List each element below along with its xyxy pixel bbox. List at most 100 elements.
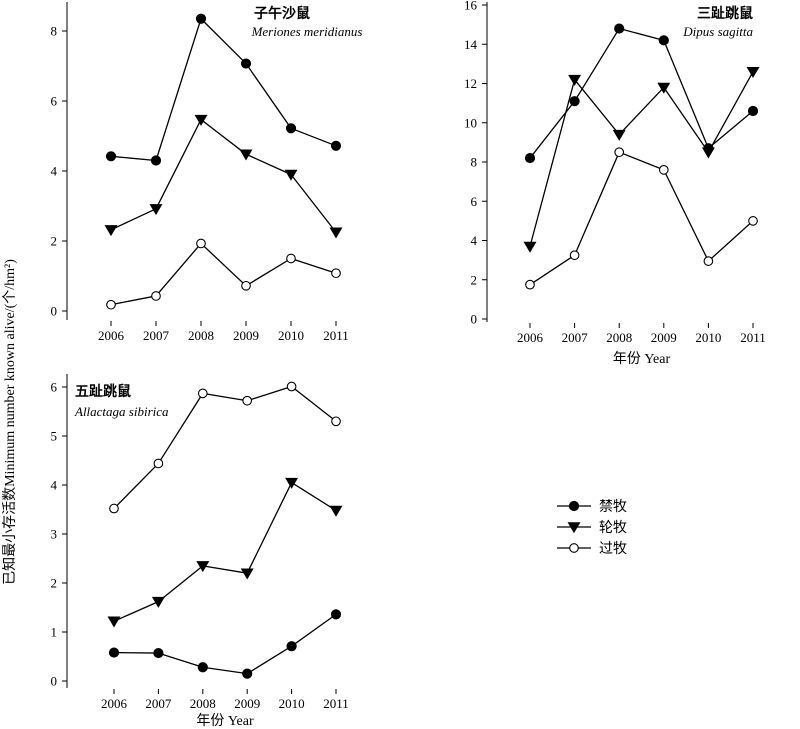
series-line bbox=[529, 151, 754, 286]
data-point bbox=[104, 225, 118, 237]
data-point bbox=[240, 568, 254, 580]
x-tick-label: 2006 bbox=[98, 328, 125, 343]
x-tick-label: 2006 bbox=[517, 330, 544, 345]
data-point bbox=[612, 129, 626, 141]
series-2 bbox=[523, 67, 760, 253]
data-point bbox=[196, 238, 206, 249]
data-point bbox=[658, 165, 669, 175]
series-line bbox=[110, 242, 337, 306]
data-point bbox=[614, 23, 625, 34]
series-line bbox=[113, 613, 337, 675]
y-tick-label: 4 bbox=[51, 164, 58, 179]
chart-subtitle: Allactaga sibirica bbox=[74, 404, 169, 419]
data-point bbox=[329, 505, 343, 517]
chart-title: 三趾跳鼠 bbox=[697, 5, 753, 22]
chart-subtitle: Dipus sagitta bbox=[682, 24, 753, 39]
x-tick-label: 2011 bbox=[323, 696, 349, 711]
data-point bbox=[286, 381, 297, 392]
data-point bbox=[330, 140, 342, 151]
data-point bbox=[150, 155, 162, 166]
y-tick-label: 6 bbox=[51, 94, 58, 109]
chart-panel-1: 0 2 4 6 8 2006 2007 2008 2009 2010 2011 子午沙鼠 Merione… bbox=[51, 2, 362, 343]
data-point bbox=[194, 114, 208, 126]
legend-label: 禁牧 bbox=[599, 499, 627, 515]
data-point bbox=[241, 280, 251, 291]
y-tick-label: 2 bbox=[51, 234, 58, 249]
y-tick-label: 0 bbox=[51, 304, 58, 319]
x-tick-label: 2010 bbox=[695, 330, 721, 345]
data-point bbox=[240, 58, 252, 69]
x-tick-label: 2011 bbox=[323, 328, 349, 343]
y-tick-label: 0 bbox=[471, 312, 478, 327]
chart-panel-2: 0 2 4 6 8 10 12 14 16 2006 2007 2008 2009 2010 2011 三趾跳… bbox=[464, 0, 766, 367]
x-tick-label: 2007 bbox=[145, 696, 172, 711]
series-2 bbox=[104, 114, 343, 239]
legend-marker-icon bbox=[567, 522, 581, 534]
x-tick-label: 2007 bbox=[562, 330, 589, 345]
data-point bbox=[108, 647, 120, 658]
x-tick-label: 2010 bbox=[278, 328, 304, 343]
data-point bbox=[286, 641, 297, 652]
y-tick-label: 10 bbox=[464, 115, 477, 130]
data-point bbox=[242, 395, 253, 406]
data-point bbox=[105, 151, 117, 162]
data-point bbox=[330, 609, 342, 620]
series-line bbox=[529, 71, 754, 247]
y-tick-label: 14 bbox=[464, 37, 478, 52]
x-tick-label: 2008 bbox=[190, 696, 216, 711]
legend-label: 过牧 bbox=[599, 541, 627, 557]
data-point bbox=[109, 503, 119, 514]
series-3 bbox=[109, 381, 341, 514]
data-point bbox=[569, 96, 580, 107]
y-tick-label: 4 bbox=[51, 478, 58, 493]
data-point bbox=[329, 227, 343, 239]
data-point bbox=[196, 561, 210, 573]
data-point bbox=[242, 668, 253, 679]
y-tick-label: 3 bbox=[51, 527, 58, 542]
legend-label: 轮牧 bbox=[599, 520, 627, 536]
y-axis-title: 已知最小存活数Minimum number known alive/(个/hm²… bbox=[1, 259, 18, 585]
y-tick-label: 4 bbox=[471, 233, 478, 248]
chart-title: 子午沙鼠 bbox=[254, 5, 310, 22]
y-tick-label: 6 bbox=[51, 380, 58, 395]
data-point bbox=[239, 149, 253, 161]
x-tick-label: 2008 bbox=[606, 330, 632, 345]
data-point bbox=[614, 147, 625, 158]
y-tick-label: 6 bbox=[471, 194, 478, 209]
x-tick-label: 2007 bbox=[143, 328, 170, 343]
chart-title: 五趾跳鼠 bbox=[75, 383, 131, 400]
data-point bbox=[285, 477, 299, 489]
data-point bbox=[107, 616, 121, 628]
data-point bbox=[331, 268, 341, 279]
data-point bbox=[153, 458, 164, 469]
x-axis-title: 年份 Year bbox=[613, 351, 671, 367]
legend-item: 轮牧 bbox=[557, 520, 627, 536]
chart-panel-3: 0 1 2 3 4 5 6 2006 2007 2008 2009 2010 2011 五趾跳鼠 Allac… bbox=[51, 374, 349, 729]
y-tick-label: 8 bbox=[51, 24, 58, 39]
series-1 bbox=[524, 23, 759, 164]
data-point bbox=[331, 416, 341, 427]
series-line bbox=[113, 385, 337, 509]
y-tick-label: 2 bbox=[51, 576, 58, 591]
y-tick-label: 5 bbox=[51, 429, 58, 444]
series-line bbox=[110, 118, 337, 233]
data-point bbox=[197, 388, 208, 399]
x-tick-label: 2009 bbox=[651, 330, 677, 345]
x-tick-label: 2009 bbox=[234, 696, 260, 711]
legend-marker-icon bbox=[568, 500, 580, 512]
data-point bbox=[285, 123, 297, 134]
data-point bbox=[701, 147, 715, 159]
data-point bbox=[703, 256, 714, 266]
series-line bbox=[529, 27, 754, 159]
data-point bbox=[568, 74, 582, 86]
y-tick-label: 2 bbox=[471, 272, 478, 287]
y-tick-label: 8 bbox=[471, 155, 478, 170]
data-point bbox=[748, 216, 758, 226]
series-1 bbox=[108, 609, 342, 679]
series-3 bbox=[106, 238, 341, 310]
x-tick-label: 2006 bbox=[101, 696, 128, 711]
x-axis-title: 年份 Year bbox=[196, 713, 254, 729]
y-tick-label: 1 bbox=[51, 625, 58, 640]
